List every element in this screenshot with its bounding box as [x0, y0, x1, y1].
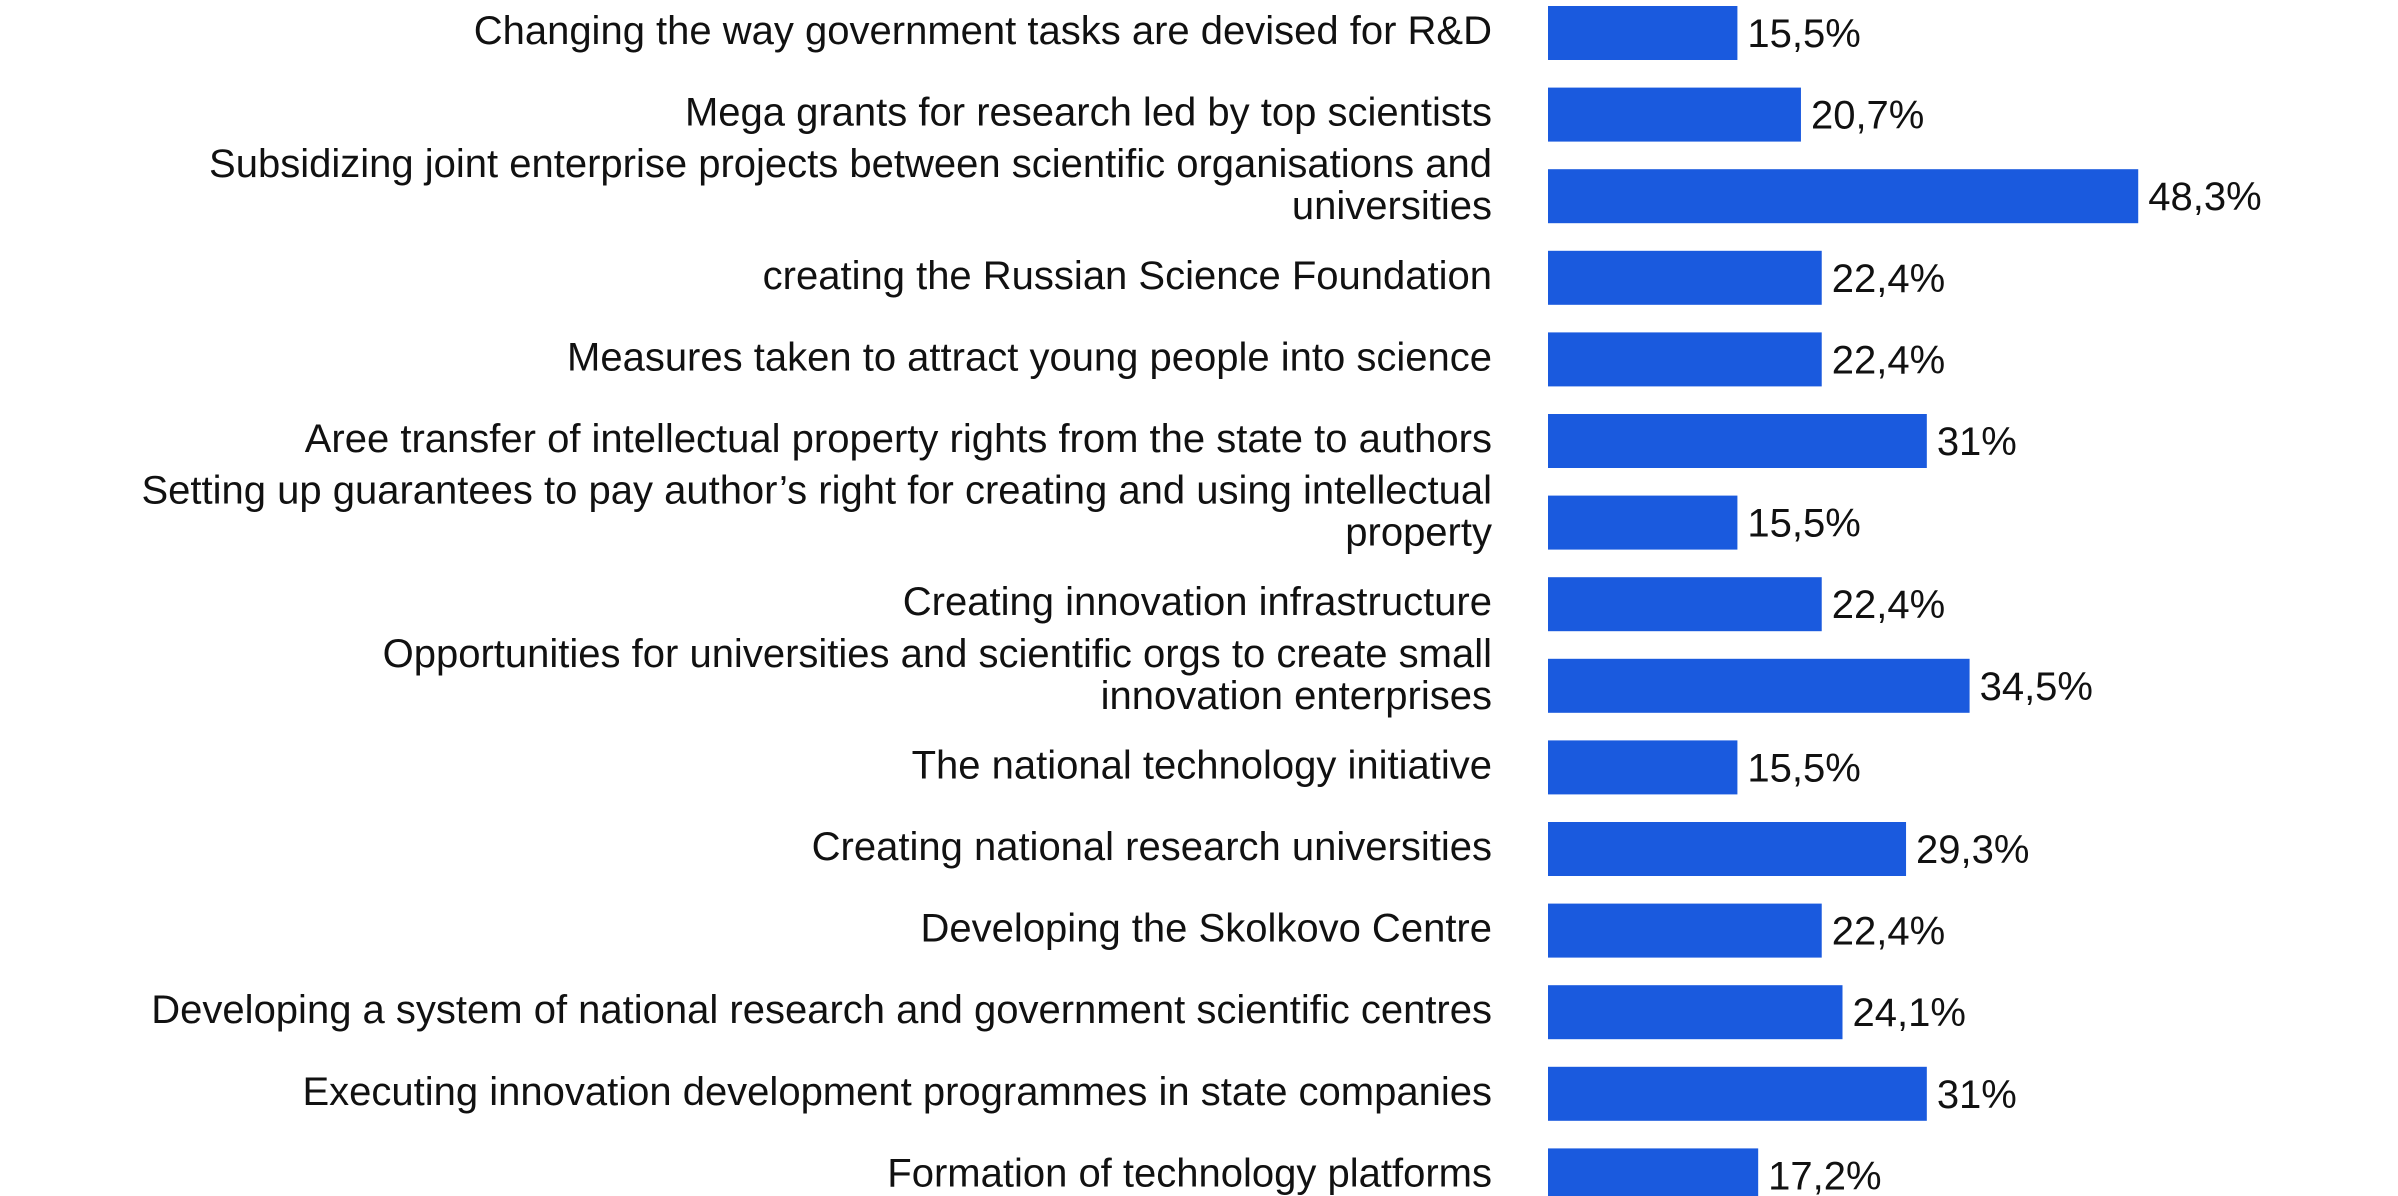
value-label: 31% [1937, 1073, 2017, 1117]
bar [1548, 822, 1907, 876]
category-label: creating the Russian Science Foundation [763, 254, 1492, 298]
category-label-line: The national technology initiative [912, 743, 1492, 787]
value-label: 29,3% [1916, 828, 2029, 872]
bar [1548, 903, 1822, 958]
bar [1548, 87, 1801, 142]
bars [1548, 6, 2139, 1196]
category-label: Mega grants for research led by top scie… [685, 91, 1492, 135]
value-label: 22,4% [1832, 338, 1945, 382]
category-label-line: Mega grants for research led by top scie… [685, 91, 1492, 135]
category-label: Creating innovation infrastructure [903, 580, 1492, 624]
bar [1548, 250, 1822, 305]
category-label: Opportunities for universities and scien… [383, 632, 1492, 718]
category-label-line: Executing innovation development program… [302, 1070, 1492, 1114]
bar [1548, 6, 1738, 60]
value-label: 24,1% [1853, 991, 1966, 1035]
category-label: Developing a system of national research… [151, 988, 1492, 1032]
category-label: Formation of technology platforms [887, 1151, 1492, 1195]
value-label: 22,4% [1832, 583, 1945, 627]
category-label: The national technology initiative [912, 743, 1492, 787]
bar [1548, 495, 1738, 550]
bar [1548, 577, 1822, 632]
value-label: 48,3% [2148, 175, 2261, 219]
category-label: Changing the way government tasks are de… [474, 9, 1492, 53]
bar [1548, 169, 2139, 224]
value-label: 17,2% [1768, 1154, 1881, 1196]
category-label: Developing the Skolkovo Centre [921, 907, 1492, 951]
value-label: 20,7% [1811, 94, 1924, 138]
bar [1548, 658, 1970, 713]
category-label-line: Changing the way government tasks are de… [474, 9, 1492, 53]
category-label-line: Creating national research universities [812, 825, 1492, 869]
category-label: Measures taken to attract young people i… [567, 335, 1492, 379]
category-label-line: Opportunities for universities and scien… [383, 632, 1492, 676]
category-label: Setting up guarantees to pay author’s ri… [141, 469, 1492, 555]
value-labels: 15,5% 20,7% 48,3% 22,4% 22,4% 31% 15,5% 22,4% 34… [1747, 12, 2261, 1196]
category-labels: Changing the way government tasks are de… [141, 9, 1492, 1195]
value-label: 15,5% [1747, 746, 1860, 790]
category-label-line: Subsidizing joint enterprise projects be… [209, 142, 1492, 186]
bar [1548, 1066, 1927, 1121]
category-label-line: creating the Russian Science Foundation [763, 254, 1492, 298]
category-label: Subsidizing joint enterprise projects be… [209, 142, 1492, 228]
value-label: 34,5% [1980, 665, 2093, 709]
category-label-line: Creating innovation infrastructure [903, 580, 1492, 624]
category-label-line: Developing the Skolkovo Centre [921, 907, 1492, 951]
category-label: Aree transfer of intellectual property r… [305, 417, 1492, 461]
value-label: 31% [1937, 420, 2017, 464]
bar [1548, 985, 1843, 1040]
value-label: 22,4% [1832, 257, 1945, 301]
value-label: 22,4% [1832, 910, 1945, 954]
category-label-line: property [1345, 511, 1492, 555]
category-label-line: innovation enterprises [1101, 674, 1492, 718]
bar [1548, 332, 1822, 387]
category-label-line: Developing a system of national research… [151, 988, 1492, 1032]
category-label-line: universities [1292, 184, 1492, 228]
category-label-line: Aree transfer of intellectual property r… [305, 417, 1492, 461]
category-label: Creating national research universities [812, 825, 1492, 869]
category-label-line: Setting up guarantees to pay author’s ri… [141, 469, 1492, 513]
value-label: 15,5% [1747, 502, 1860, 546]
bar [1548, 414, 1927, 468]
value-label: 15,5% [1747, 12, 1860, 56]
category-label: Executing innovation development program… [302, 1070, 1492, 1114]
category-label-line: Formation of technology platforms [887, 1151, 1492, 1195]
bar [1548, 1148, 1759, 1196]
category-label-line: Measures taken to attract young people i… [567, 335, 1492, 379]
bar [1548, 740, 1738, 795]
